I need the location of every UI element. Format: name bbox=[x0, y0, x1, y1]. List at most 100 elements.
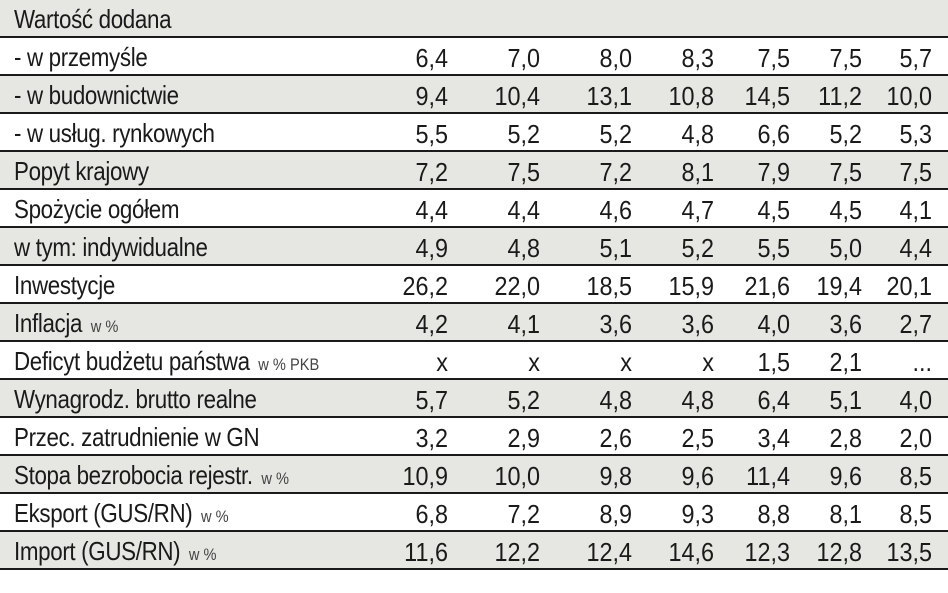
table-cell: 2,1 bbox=[829, 347, 862, 377]
table-cell: 18,5 bbox=[586, 271, 632, 301]
table-cell: 9,3 bbox=[681, 499, 714, 529]
table-cell: 2,0 bbox=[899, 423, 932, 453]
row-label: Inwestycje bbox=[14, 266, 115, 302]
table-cell: 4,4 bbox=[415, 195, 448, 225]
table-cell: x bbox=[620, 347, 632, 377]
table-cell: 5,1 bbox=[829, 385, 862, 415]
table-cell: 13,1 bbox=[586, 81, 632, 111]
table-cell: 5,1 bbox=[599, 233, 632, 263]
row-label: Eksport (GUS/RN) w % bbox=[14, 494, 229, 530]
table-cell: 4,8 bbox=[681, 119, 714, 149]
table-cell: 4,4 bbox=[899, 233, 932, 263]
table-cell: 5,7 bbox=[899, 43, 932, 73]
table-cell: 4,8 bbox=[599, 385, 632, 415]
table-row: Stopa bezrobocia rejestr. w % 10,9 10,0 9,8 9… bbox=[0, 456, 948, 494]
table-cell: 4,8 bbox=[507, 233, 540, 263]
table-cell: 19,4 bbox=[816, 271, 862, 301]
table-cell: 14,6 bbox=[668, 537, 714, 567]
table-cell: 11,6 bbox=[404, 537, 448, 567]
table-cell: 7,5 bbox=[507, 157, 540, 187]
row-label-text: - w budownictwie bbox=[14, 80, 179, 110]
table-row: Inflacja w % 4,2 4,1 3,6 3,6 4,0 3,6 2,7 bbox=[0, 304, 948, 342]
table-cell: 4,9 bbox=[415, 233, 448, 263]
table-cell: 21,6 bbox=[744, 271, 790, 301]
table-cell: 2,5 bbox=[681, 423, 714, 453]
row-label-text: Inwestycje bbox=[14, 270, 115, 300]
table-cell: 4,8 bbox=[681, 385, 714, 415]
row-label-text: Popyt krajowy bbox=[14, 156, 149, 186]
table-cell: 9,6 bbox=[681, 461, 714, 491]
row-label: Stopa bezrobocia rejestr. w % bbox=[14, 456, 289, 492]
table-cell: 7,5 bbox=[757, 43, 790, 73]
table-cell: 13,5 bbox=[886, 537, 932, 567]
table-cell: 8,1 bbox=[681, 157, 714, 187]
table-row: w tym: indywidualne 4,9 4,8 5,1 5,2 5,5 5,0 4,4 bbox=[0, 228, 948, 266]
table-cell: 20,1 bbox=[886, 271, 932, 301]
table-cell: 7,2 bbox=[507, 499, 540, 529]
table-cell: 9,6 bbox=[829, 461, 862, 491]
table-cell: 5,0 bbox=[829, 233, 862, 263]
table-row: Wynagrodz. brutto realne 5,7 5,2 4,8 4,8 6,4 5… bbox=[0, 380, 948, 418]
table-cell: 7,5 bbox=[899, 157, 932, 187]
table-cell: 4,6 bbox=[599, 195, 632, 225]
table-row: - w przemyśle 6,4 7,0 8,0 8,3 7,5 7,5 5,7 bbox=[0, 38, 948, 76]
table-cell: 7,2 bbox=[599, 157, 632, 187]
row-label-text: Wynagrodz. brutto realne bbox=[14, 384, 257, 414]
table-cell: 7,0 bbox=[507, 43, 540, 73]
table-cell: 5,2 bbox=[829, 119, 862, 149]
table-cell: 5,3 bbox=[899, 119, 932, 149]
table-cell: 5,7 bbox=[415, 385, 448, 415]
table-cell: 4,2 bbox=[415, 309, 448, 339]
row-label-text: - w usług. rynkowych bbox=[14, 118, 215, 148]
table-cell: 5,2 bbox=[507, 385, 540, 415]
table-cell: 6,4 bbox=[757, 385, 790, 415]
table-cell: 6,4 bbox=[415, 43, 448, 73]
row-unit: w % bbox=[200, 507, 229, 526]
table-cell: 3,6 bbox=[681, 309, 714, 339]
table-cell: x bbox=[436, 347, 448, 377]
table-row: Spożycie ogółem 4,4 4,4 4,6 4,7 4,5 4,5 4,1 bbox=[0, 190, 948, 228]
table-cell: 15,9 bbox=[668, 271, 714, 301]
table-cell: 26,2 bbox=[402, 271, 448, 301]
table-row: Eksport (GUS/RN) w % 6,8 7,2 8,9 9,3 8,8 8,1 8,5 bbox=[0, 494, 948, 532]
table-cell: 7,2 bbox=[415, 157, 448, 187]
table-row: Deficyt budżetu państwa w % PKB x x x x 1,5 2,1… bbox=[0, 342, 948, 380]
table-cell: x bbox=[528, 347, 540, 377]
table-cell: 1,5 bbox=[757, 347, 790, 377]
row-label: Przec. zatrudnienie w GN bbox=[14, 418, 260, 454]
table-cell: 6,8 bbox=[415, 499, 448, 529]
row-label-text: Spożycie ogółem bbox=[14, 194, 180, 224]
table-cell: 2,7 bbox=[899, 309, 932, 339]
table-cell: 10,0 bbox=[494, 461, 540, 491]
row-label: Import (GUS/RN) w % bbox=[14, 532, 217, 568]
table-cell: 4,1 bbox=[507, 309, 540, 339]
row-label: Popyt krajowy bbox=[14, 152, 149, 188]
table-cell: 7,9 bbox=[757, 157, 790, 187]
table-cell: 11,2 bbox=[818, 81, 862, 111]
table-cell: 14,5 bbox=[744, 81, 790, 111]
table-cell: 22,0 bbox=[494, 271, 540, 301]
table-title-row: Wartość dodana bbox=[0, 0, 948, 38]
table-cell: 8,5 bbox=[899, 499, 932, 529]
table-cell: 8,1 bbox=[829, 499, 862, 529]
table-cell: 4,0 bbox=[757, 309, 790, 339]
table-cell: 2,8 bbox=[829, 423, 862, 453]
table-cell: 5,2 bbox=[599, 119, 632, 149]
table-cell: 8,9 bbox=[599, 499, 632, 529]
table-row: - w usług. rynkowych 5,5 5,2 5,2 4,8 6,6 5,2 5,… bbox=[0, 114, 948, 152]
table-cell: 8,8 bbox=[757, 499, 790, 529]
table-cell: 2,6 bbox=[599, 423, 632, 453]
table-cell: ... bbox=[912, 347, 932, 377]
table-cell: 3,6 bbox=[829, 309, 862, 339]
table-cell: 4,4 bbox=[507, 195, 540, 225]
table-row: Import (GUS/RN) w % 11,6 12,2 12,4 14,6 12,3 12… bbox=[0, 532, 948, 570]
table-cell: 12,3 bbox=[744, 537, 790, 567]
table-cell: 8,0 bbox=[599, 43, 632, 73]
table-cell: 5,5 bbox=[415, 119, 448, 149]
table-row: Przec. zatrudnienie w GN 3,2 2,9 2,6 2,5 3,4 2… bbox=[0, 418, 948, 456]
row-label: w tym: indywidualne bbox=[14, 228, 208, 264]
table-cell: 9,8 bbox=[599, 461, 632, 491]
table-cell: 5,2 bbox=[681, 233, 714, 263]
row-label-text: Inflacja bbox=[14, 308, 83, 338]
